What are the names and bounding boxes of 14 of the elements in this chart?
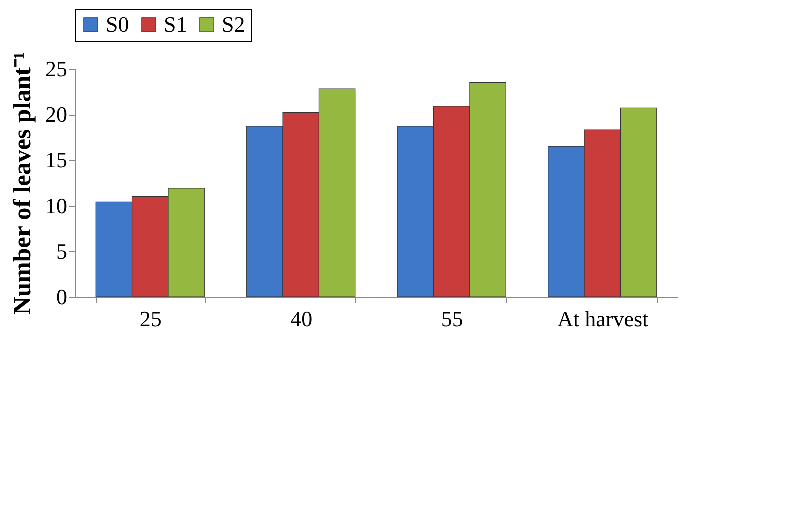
x-tick-label: 55 [441, 306, 464, 332]
y-tick-label: 20 [46, 102, 68, 128]
y-tick-label: 10 [46, 193, 68, 218]
x-tick-label: At harvest [558, 306, 649, 332]
x-tick-label: 25 [140, 306, 162, 332]
y-tick-label: 0 [56, 284, 68, 310]
legend-label: S2 [222, 12, 246, 37]
y-axis-title: Number of leaves plant⁻¹ [10, 52, 36, 315]
y-tick-label: 5 [56, 238, 68, 264]
legend-label: S0 [106, 12, 130, 37]
y-tick-label: 25 [46, 56, 68, 82]
legend-label: S1 [164, 12, 188, 37]
x-tick-label: 40 [290, 306, 313, 332]
y-tick-label: 15 [46, 148, 68, 173]
